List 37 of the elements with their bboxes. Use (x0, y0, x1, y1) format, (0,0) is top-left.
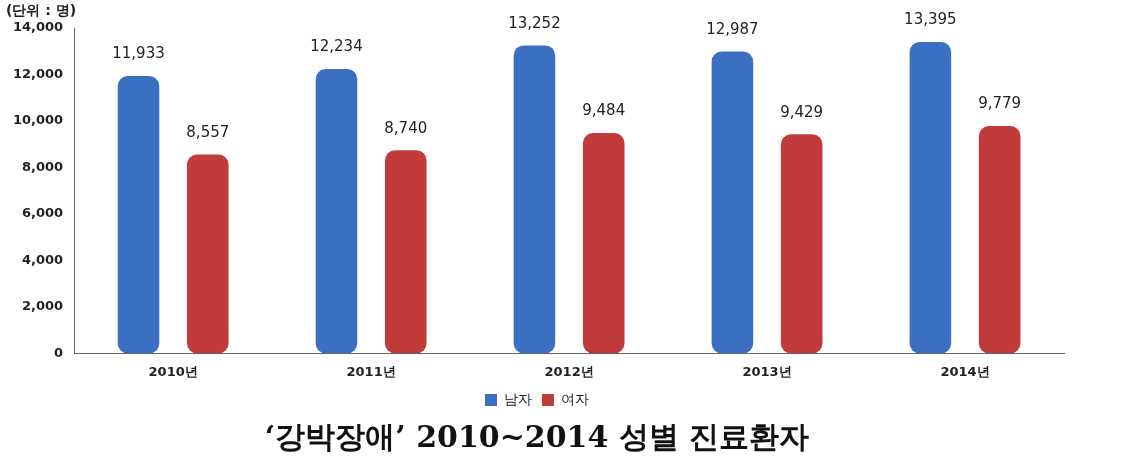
data-label: 11,933 (112, 44, 165, 63)
data-label: 12,234 (310, 37, 363, 56)
bar (117, 76, 160, 354)
x-tick-label: 2010년 (148, 363, 198, 379)
data-label: 9,779 (978, 94, 1022, 113)
y-tick-label: 14,000 (12, 19, 64, 35)
y-axis-title: (단위 : 명) (6, 1, 77, 18)
bar (187, 154, 229, 354)
y-tick-label: 0 (54, 344, 64, 360)
y-tick-label: 4,000 (22, 251, 64, 267)
bar (978, 126, 1021, 354)
data-label: 9,429 (780, 102, 824, 121)
x-tick-label: 2011년 (346, 363, 396, 379)
x-tick-label: 2013년 (742, 363, 792, 379)
y-tick-label: 8,000 (22, 158, 64, 174)
bar (909, 42, 952, 354)
x-tick-label: 2012년 (544, 363, 594, 379)
bar (513, 45, 556, 354)
data-label: 9,484 (582, 101, 626, 120)
bar (582, 132, 625, 354)
data-label: 8,740 (384, 118, 428, 137)
data-label: 13,252 (508, 13, 561, 32)
x-tick-label: 2014년 (940, 363, 990, 379)
bar (384, 150, 427, 354)
y-tick-label: 2,000 (22, 298, 64, 314)
text: ‘강박장애’ 2010~2014 성별 진료환자 (264, 418, 810, 454)
y-tick-label: 12,000 (12, 65, 64, 81)
bar (315, 69, 358, 354)
data-label: 13,395 (904, 10, 957, 29)
y-tick-label: 10,000 (12, 112, 64, 128)
legend-label: 남자 (504, 390, 532, 407)
y-tick-label: 6,000 (22, 205, 64, 221)
bar (780, 134, 823, 354)
data-label: 8,557 (186, 122, 230, 141)
data-label: 12,987 (706, 19, 759, 38)
bar (711, 51, 754, 354)
legend-label: 여자 (561, 390, 589, 407)
